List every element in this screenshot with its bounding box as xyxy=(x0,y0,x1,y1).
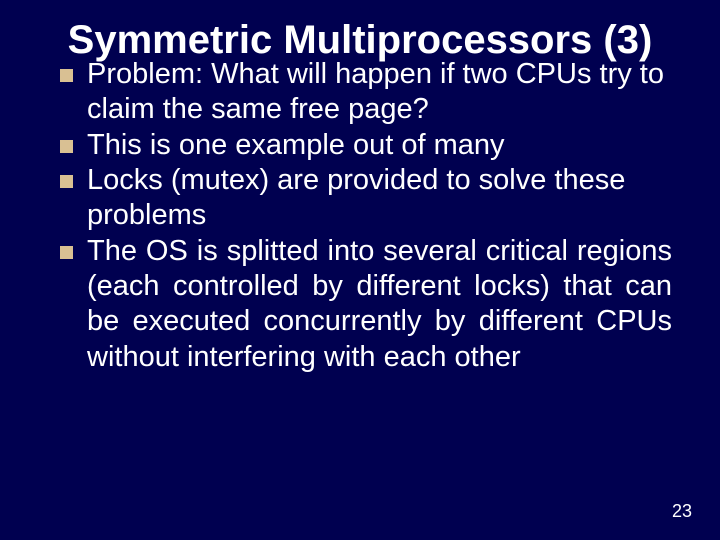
bullet-text: The OS is splitted into several critical… xyxy=(87,234,672,376)
slide-content: Problem: What will happen if two CPUs tr… xyxy=(48,57,672,375)
list-item: Problem: What will happen if two CPUs tr… xyxy=(60,57,672,128)
bullet-text: This is one example out of many xyxy=(87,128,672,163)
list-item: This is one example out of many xyxy=(60,128,672,163)
bullet-icon xyxy=(60,69,73,82)
page-number: 23 xyxy=(672,501,692,522)
list-item: Locks (mutex) are provided to solve thes… xyxy=(60,163,672,234)
bullet-text: Problem: What will happen if two CPUs tr… xyxy=(87,57,672,128)
list-item: The OS is splitted into several critical… xyxy=(60,234,672,376)
bullet-icon xyxy=(60,246,73,259)
bullet-icon xyxy=(60,140,73,153)
bullet-icon xyxy=(60,175,73,188)
slide: Symmetric Multiprocessors (3) Problem: W… xyxy=(0,0,720,540)
bullet-text: Locks (mutex) are provided to solve thes… xyxy=(87,163,672,234)
